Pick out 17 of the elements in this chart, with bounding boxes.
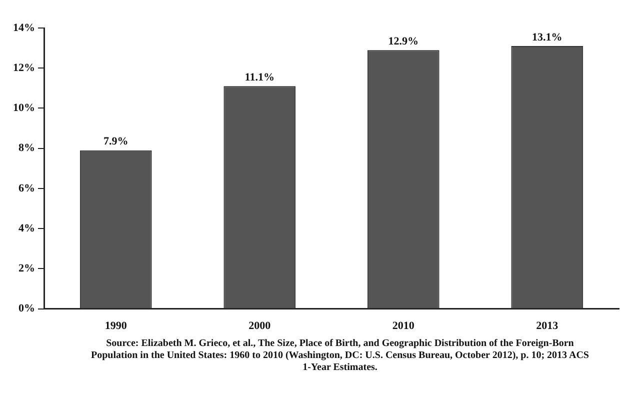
y-tick-label: 14% [13, 22, 35, 34]
y-tick-label: 6% [18, 182, 35, 194]
x-tick-label: 1990 [104, 320, 128, 332]
x-tick-label: 2000 [248, 320, 272, 332]
source-note: Source: Elizabeth M. Grieco, et al., The Size, Place of Birth, and Geographic Distribution of the Foreign-Born Population in the United States: 1960 to 2010 (Washington, DC: U.S. Census Bureau, October 2012), p. 10; 2013 ACS 1-Year Estimates. [90, 338, 590, 374]
x-tick-label: 2010 [392, 320, 415, 332]
y-tick-label: 4% [18, 222, 35, 234]
y-tick-label: 8% [18, 142, 35, 154]
y-tick-label: 2% [18, 262, 35, 275]
y-tick-label: 0% [18, 302, 35, 315]
y-tick-label: 10% [13, 102, 35, 114]
data-label: 12.9% [388, 35, 418, 48]
y-tick-label: 12% [13, 62, 35, 74]
x-tick-label: 2013 [536, 320, 559, 332]
data-label: 13.1% [532, 31, 562, 44]
data-label: 11.1% [244, 72, 274, 84]
data-label: 7.9% [104, 136, 128, 148]
